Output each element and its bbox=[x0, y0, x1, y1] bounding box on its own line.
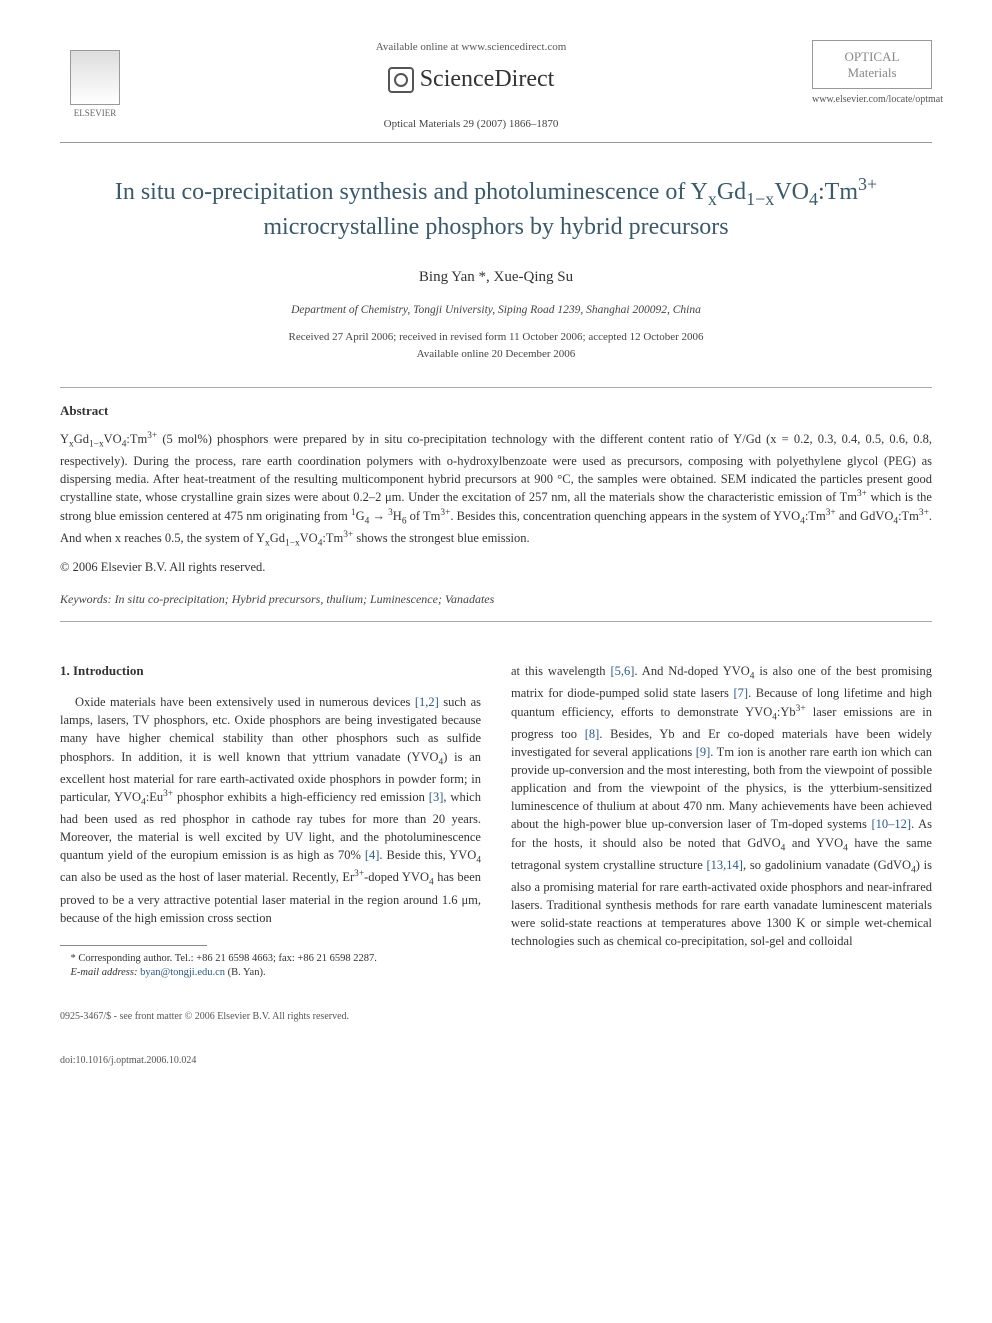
publisher-name: ELSEVIER bbox=[74, 107, 117, 120]
body-columns: 1. Introduction Oxide materials have bee… bbox=[60, 662, 932, 980]
journal-logo-graphic: OPTICAL Materials bbox=[812, 40, 932, 89]
center-branding: Available online at www.sciencedirect.co… bbox=[130, 40, 812, 132]
sciencedirect-brand: ScienceDirect bbox=[130, 63, 812, 97]
article-title: In situ co-precipitation synthesis and p… bbox=[60, 173, 932, 242]
keywords-line: Keywords: In situ co-precipitation; Hybr… bbox=[60, 591, 932, 608]
elsevier-tree-icon bbox=[70, 50, 120, 105]
column-right: at this wavelength [5,6]. And Nd-doped Y… bbox=[511, 662, 932, 980]
header-bar: ELSEVIER Available online at www.science… bbox=[60, 40, 932, 132]
abstract-heading: Abstract bbox=[60, 402, 932, 420]
available-online-text: Available online at www.sciencedirect.co… bbox=[130, 40, 812, 55]
journal-logo-box: OPTICAL Materials www.elsevier.com/locat… bbox=[812, 40, 932, 107]
affiliation: Department of Chemistry, Tongji Universi… bbox=[60, 302, 932, 318]
abstract-top-rule bbox=[60, 387, 932, 388]
abstract-body: YxGd1−xVO4:Tm3+ (5 mol%) phosphors were … bbox=[60, 430, 932, 551]
email-label: E-mail address: bbox=[71, 967, 138, 978]
sciencedirect-text: ScienceDirect bbox=[420, 63, 555, 97]
intro-paragraph-right: at this wavelength [5,6]. And Nd-doped Y… bbox=[511, 662, 932, 950]
author-list: Bing Yan *, Xue-Qing Su bbox=[60, 267, 932, 288]
footer-doi: doi:10.1016/j.optmat.2006.10.024 bbox=[60, 1054, 932, 1068]
journal-url: www.elsevier.com/locate/optmat bbox=[812, 93, 932, 107]
header-rule bbox=[60, 142, 932, 143]
corresponding-author-note: * Corresponding author. Tel.: +86 21 659… bbox=[60, 952, 481, 966]
footer-issn: 0925-3467/$ - see front matter © 2006 El… bbox=[60, 1010, 932, 1024]
section-1-heading: 1. Introduction bbox=[60, 662, 481, 681]
keywords-label: Keywords: bbox=[60, 592, 112, 606]
abstract-copyright: © 2006 Elsevier B.V. All rights reserved… bbox=[60, 559, 932, 577]
keywords-text: In situ co-precipitation; Hybrid precurs… bbox=[115, 592, 495, 606]
available-date: Available online 20 December 2006 bbox=[60, 347, 932, 362]
abstract-bottom-rule bbox=[60, 621, 932, 622]
sciencedirect-icon bbox=[388, 67, 414, 93]
journal-reference: Optical Materials 29 (2007) 1866–1870 bbox=[130, 117, 812, 132]
intro-paragraph-left: Oxide materials have been extensively us… bbox=[60, 693, 481, 927]
column-left: 1. Introduction Oxide materials have bee… bbox=[60, 662, 481, 980]
journal-logo-line1: OPTICAL bbox=[817, 49, 927, 65]
footnote-rule bbox=[60, 945, 207, 946]
journal-logo-line2: Materials bbox=[817, 65, 927, 81]
elsevier-logo: ELSEVIER bbox=[60, 40, 130, 120]
email-address[interactable]: byan@tongji.edu.cn bbox=[140, 967, 225, 978]
email-name: (B. Yan). bbox=[228, 967, 266, 978]
received-dates: Received 27 April 2006; received in revi… bbox=[60, 330, 932, 345]
email-line: E-mail address: byan@tongji.edu.cn (B. Y… bbox=[60, 966, 481, 980]
